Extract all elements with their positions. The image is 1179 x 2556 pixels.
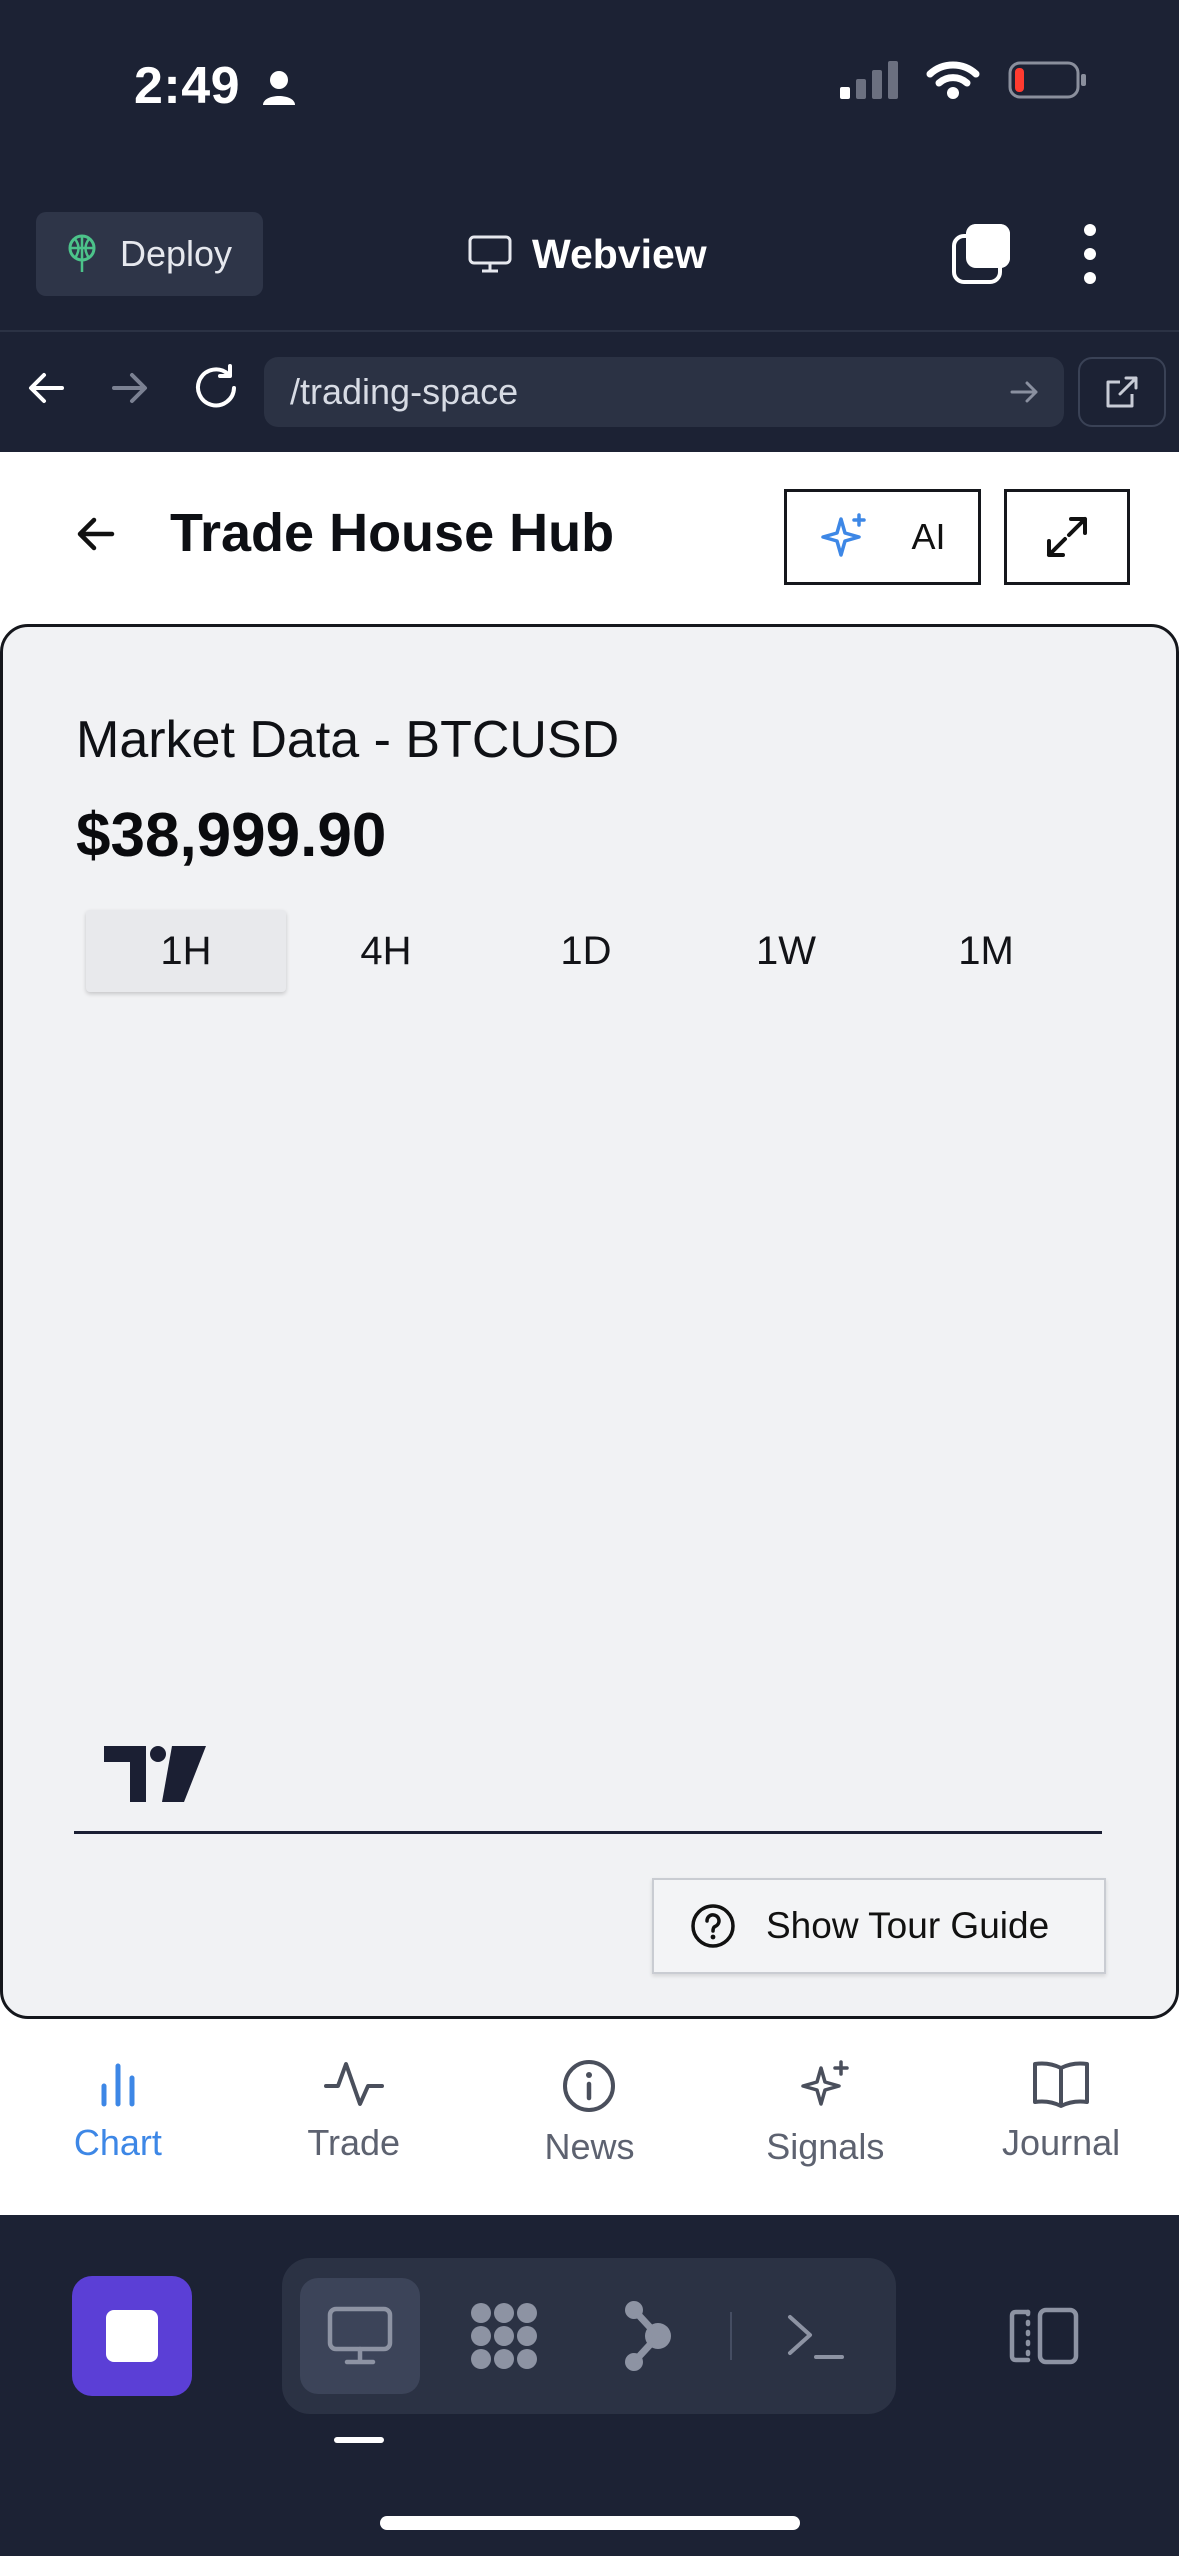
dock-terminal-button[interactable] xyxy=(756,2278,876,2394)
ai-label: AI xyxy=(911,516,946,557)
dock-webview-button[interactable] xyxy=(300,2278,420,2394)
bar-chart-icon xyxy=(101,2063,135,2107)
tab-label: Trade xyxy=(307,2122,401,2163)
show-tour-guide-button[interactable]: Show Tour Guide xyxy=(652,1878,1106,1974)
tab-label: News xyxy=(544,2126,635,2167)
tab-label: Signals xyxy=(766,2126,885,2167)
arrow-left-icon xyxy=(29,373,64,403)
split-view-button[interactable] xyxy=(1008,2304,1080,2373)
chart-baseline xyxy=(74,1831,1102,1834)
copy-icon xyxy=(952,224,1010,284)
battery-icon xyxy=(1008,61,1086,99)
market-card xyxy=(0,624,1179,2019)
reload-icon xyxy=(196,364,236,408)
time-text: 2:49 xyxy=(134,57,241,115)
grid-dots-icon xyxy=(471,2303,537,2369)
wifi-icon xyxy=(926,61,980,99)
timeframe-4h[interactable]: 4H xyxy=(360,928,412,973)
expand-icon xyxy=(1047,517,1087,557)
page-title: Trade House Hub xyxy=(170,503,615,563)
dock-toolbar xyxy=(282,2258,896,2414)
git-branch-icon xyxy=(625,2301,671,2371)
external-link-icon xyxy=(1106,376,1138,408)
tabs-button[interactable] xyxy=(950,222,1014,291)
more-options-button[interactable] xyxy=(1070,222,1110,291)
tab-journal[interactable]: Journal xyxy=(943,2022,1179,2214)
bottom-tab-bar: Chart Trade News Signals Journal xyxy=(0,2022,1179,2214)
deploy-button[interactable]: Deploy xyxy=(36,212,263,296)
dock-graph-button[interactable] xyxy=(588,2278,708,2394)
sparkles-icon xyxy=(801,2060,850,2106)
url-input[interactable]: /trading-space xyxy=(264,357,1064,427)
go-arrow-icon[interactable] xyxy=(1008,375,1042,409)
tab-label: Chart xyxy=(73,2122,162,2163)
book-icon xyxy=(1033,2061,1090,2108)
arrow-left-icon xyxy=(77,517,115,551)
more-vertical-icon xyxy=(1084,224,1096,284)
open-external-button[interactable] xyxy=(1078,357,1166,427)
monitor-icon xyxy=(468,235,512,273)
tour-guide-label: Show Tour Guide xyxy=(766,1905,1050,1946)
market-title: Market Data - BTCUSD xyxy=(76,711,620,769)
activity-icon xyxy=(323,2062,384,2106)
ai-button[interactable]: AI xyxy=(784,489,981,585)
timeframe-1d[interactable]: 1D xyxy=(560,928,612,973)
person-icon xyxy=(263,71,296,105)
tradingview-icon xyxy=(104,1746,206,1802)
stop-icon xyxy=(106,2310,158,2362)
status-time: 2:49 xyxy=(134,56,297,116)
help-circle-icon xyxy=(691,1904,735,1948)
monitor-icon xyxy=(327,2306,393,2365)
tab-news[interactable]: News xyxy=(472,2022,708,2214)
tab-signals[interactable]: Signals xyxy=(707,2022,943,2214)
status-icons xyxy=(840,60,1088,100)
timeframe-1m[interactable]: 1M xyxy=(958,928,1014,973)
tab-chart[interactable]: Chart xyxy=(0,2022,236,2214)
deploy-icon xyxy=(68,234,96,272)
timeframe-selector: 1H 4H 1D 1W 1M xyxy=(86,910,1086,992)
price-value: $38,999.90 xyxy=(76,801,387,870)
active-dock-indicator xyxy=(334,2437,384,2443)
sparkles-icon xyxy=(821,513,867,557)
split-view-icon xyxy=(1009,2307,1079,2365)
tab-trade[interactable]: Trade xyxy=(236,2022,472,2214)
deploy-label: Deploy xyxy=(120,233,233,274)
app-back-button[interactable] xyxy=(72,510,120,563)
tradingview-logo[interactable] xyxy=(100,1742,210,1811)
browser-back-button[interactable] xyxy=(24,366,68,415)
webview-title: Webview xyxy=(468,222,707,286)
timeframe-1w[interactable]: 1W xyxy=(756,928,816,973)
info-icon xyxy=(563,2060,616,2112)
browser-forward-button[interactable] xyxy=(108,366,152,415)
webview-label: Webview xyxy=(532,230,707,277)
reload-button[interactable] xyxy=(190,362,242,419)
toolbar-divider xyxy=(0,330,1179,332)
dock-separator xyxy=(730,2312,732,2360)
cellular-signal-icon xyxy=(840,61,898,99)
terminal-icon xyxy=(788,2315,844,2359)
fullscreen-button[interactable] xyxy=(1004,489,1130,585)
tab-label: Journal xyxy=(1002,2122,1121,2163)
url-text: /trading-space xyxy=(290,371,519,412)
dock-apps-button[interactable] xyxy=(444,2278,564,2394)
home-indicator[interactable] xyxy=(380,2516,800,2530)
timeframe-1h[interactable]: 1H xyxy=(86,910,286,992)
arrow-right-icon xyxy=(112,373,147,403)
stop-button[interactable] xyxy=(72,2276,192,2396)
